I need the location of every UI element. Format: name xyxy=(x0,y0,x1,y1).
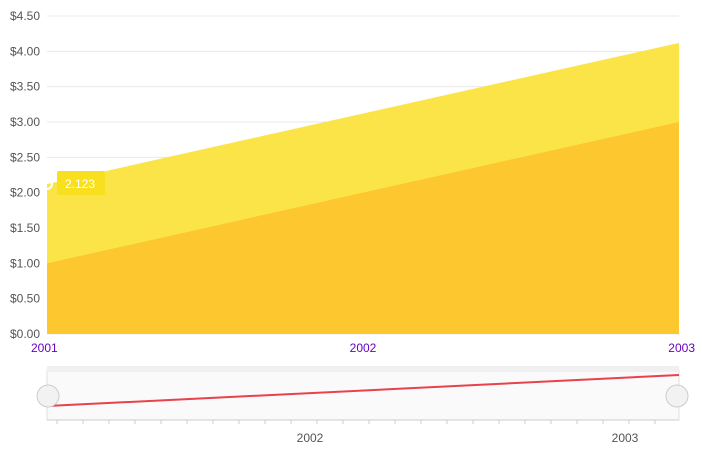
y-tick-label: $2.00 xyxy=(10,186,40,200)
y-tick-label: $2.50 xyxy=(10,150,40,164)
y-tick-label: $0.00 xyxy=(10,327,40,341)
tooltip: 2.123 xyxy=(41,170,105,195)
tooltip-value: 2.123 xyxy=(65,177,95,191)
tooltip-marker xyxy=(41,177,53,190)
area-series xyxy=(47,42,679,334)
x-axis: 2001 2002 2003 xyxy=(31,341,695,355)
range-navigator[interactable]: 2002 2003 xyxy=(36,366,689,445)
y-tick-label: $3.00 xyxy=(10,115,40,129)
y-tick-label: $0.50 xyxy=(10,292,40,306)
navigator-frame xyxy=(46,369,680,421)
x-tick-label: 2001 xyxy=(31,341,58,355)
y-tick-label: $1.00 xyxy=(10,256,40,270)
y-axis: $0.00 $0.50 $1.00 $1.50 $2.00 $2.50 $3.00 $3.50… xyxy=(10,9,40,341)
navigator-label-2002: 2002 xyxy=(297,431,324,445)
y-tick-label: $4.50 xyxy=(10,9,40,23)
y-tick-label: $4.00 xyxy=(10,44,40,58)
navigator-ticks xyxy=(47,419,679,424)
navigator-series-line xyxy=(46,374,680,407)
navigator-handle-right[interactable] xyxy=(665,384,689,408)
tooltip-box xyxy=(57,170,105,195)
x-tick-label: 2003 xyxy=(668,341,695,355)
y-tick-label: $3.50 xyxy=(10,80,40,94)
navigator-label-2003: 2003 xyxy=(612,431,639,445)
area-series-path xyxy=(47,122,679,334)
navigator-handle-left[interactable] xyxy=(36,384,60,408)
y-tick-label: $1.50 xyxy=(10,221,40,235)
x-tick-label: 2002 xyxy=(350,341,377,355)
navigator-top-bar xyxy=(47,366,679,372)
